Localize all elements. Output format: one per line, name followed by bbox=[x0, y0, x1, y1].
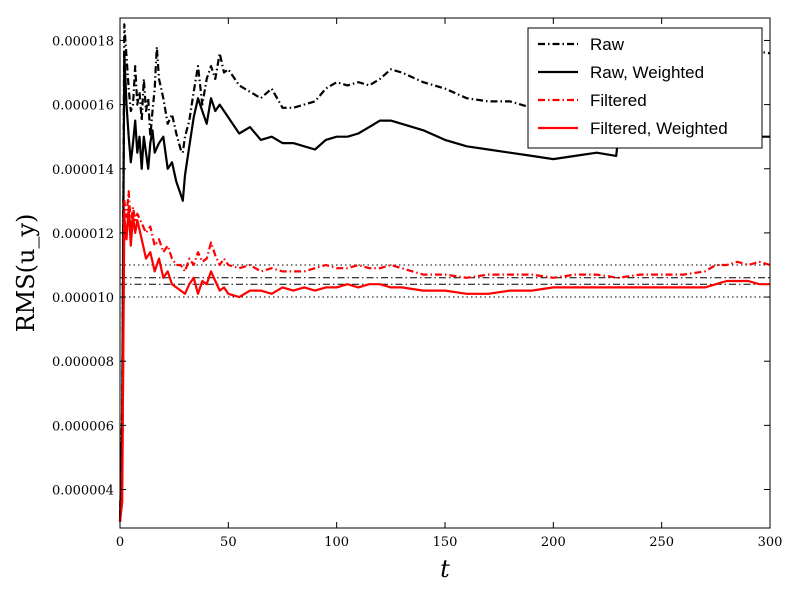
y-tick-label: 0.000018 bbox=[52, 34, 114, 49]
series-line-0 bbox=[118, 23, 771, 522]
x-axis: 0 50 100 150 200 250 300 bbox=[116, 18, 783, 550]
y-axis-title: RMS(u_y) bbox=[12, 214, 40, 333]
x-tick-label: 0 bbox=[116, 535, 124, 550]
y-axis: 0.000004 0.000006 0.000008 0.000010 0.000012… bbox=[52, 34, 770, 499]
y-tick-label: 0.000010 bbox=[52, 291, 114, 306]
legend-label-3: Filtered, Weighted bbox=[590, 119, 728, 138]
x-axis-title: t bbox=[440, 555, 450, 583]
series-layer bbox=[118, 23, 771, 522]
x-tick-label: 100 bbox=[324, 535, 349, 550]
x-tick-label: 50 bbox=[220, 535, 237, 550]
x-tick-label: 200 bbox=[541, 535, 566, 550]
legend-label-1: Raw, Weighted bbox=[590, 63, 704, 82]
x-tick-label: 300 bbox=[758, 535, 783, 550]
y-tick-label: 0.000006 bbox=[52, 419, 114, 434]
legend-label-2: Filtered bbox=[590, 91, 647, 110]
y-tick-label: 0.000008 bbox=[52, 355, 114, 370]
series-line-2 bbox=[118, 190, 771, 522]
y-tick-label: 0.000016 bbox=[52, 99, 114, 114]
series-line-1 bbox=[118, 52, 770, 522]
y-tick-label: 0.000004 bbox=[52, 484, 114, 499]
y-tick-label: 0.000012 bbox=[52, 227, 114, 242]
series-line-3 bbox=[118, 206, 770, 522]
legend: Raw Raw, Weighted Filtered Filtered, Weight… bbox=[527, 27, 763, 149]
legend-label-0: Raw bbox=[590, 35, 625, 54]
x-tick-label: 150 bbox=[433, 535, 458, 550]
y-tick-label: 0.000014 bbox=[52, 163, 114, 178]
x-tick-label: 250 bbox=[649, 535, 674, 550]
